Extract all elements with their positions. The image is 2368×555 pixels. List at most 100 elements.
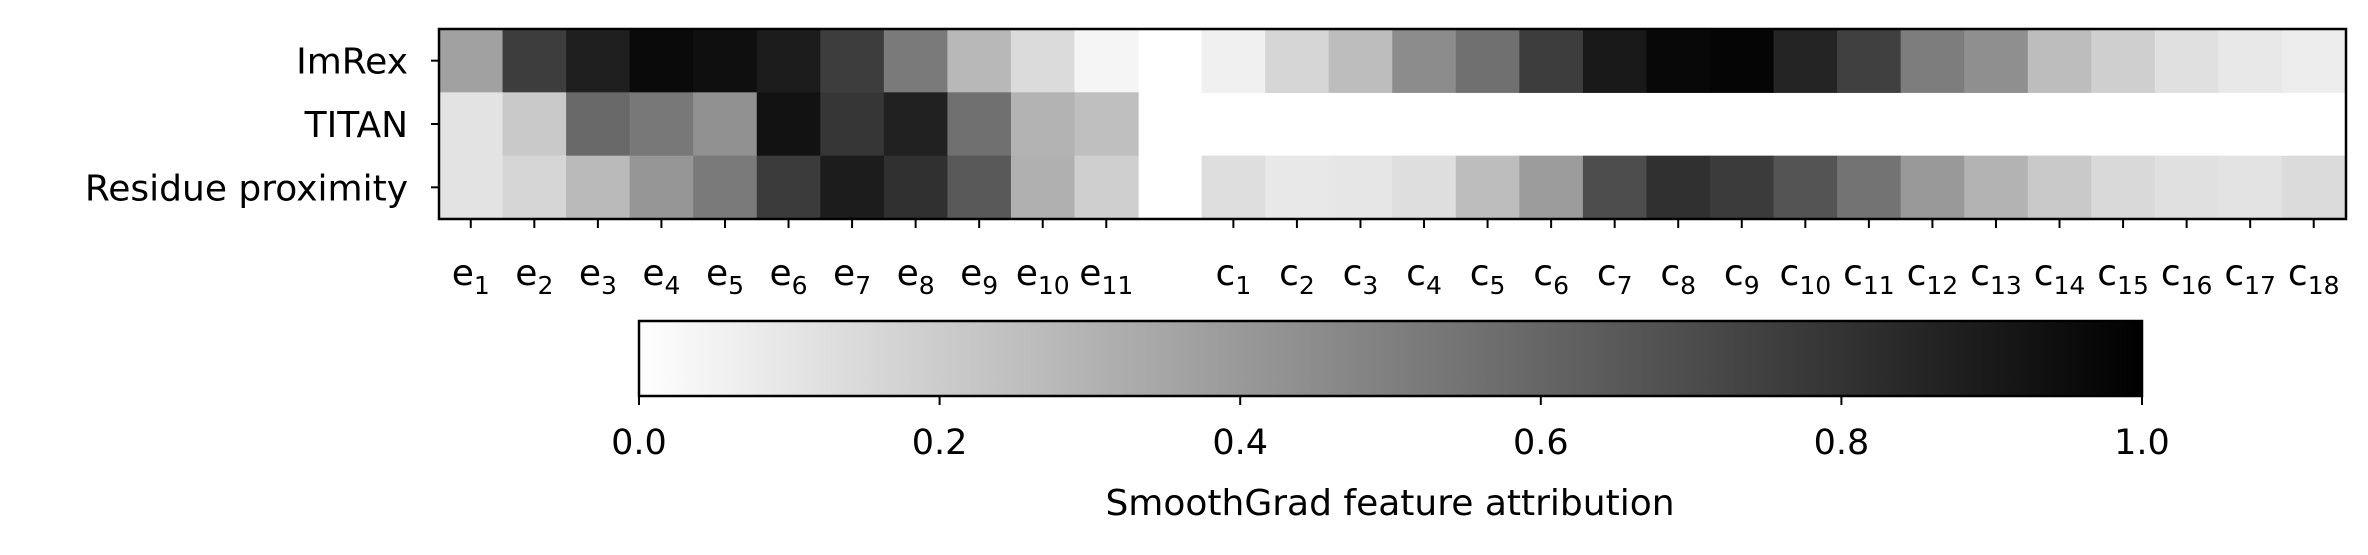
heatmap-cell [820, 155, 885, 220]
heatmap-cell [439, 29, 504, 93]
heatmap-cell [1392, 29, 1457, 93]
heatmap-cell [1837, 29, 1902, 93]
x-tick-label: c16 [2161, 253, 2213, 300]
heatmap-cell [1201, 155, 1266, 220]
heatmap-cell [883, 155, 948, 220]
heatmap-cell [566, 29, 631, 93]
heatmap-cell [439, 92, 504, 157]
heatmap-cell [2218, 155, 2283, 220]
heatmap-cell [1900, 29, 1965, 93]
heatmap-cell [1582, 155, 1648, 220]
x-tick-label: e8 [897, 253, 935, 300]
heatmap-cell [1455, 29, 1520, 93]
x-tick-label: e10 [1016, 253, 1070, 300]
heatmap-cell [883, 92, 948, 157]
x-tick-label: c8 [1660, 253, 1696, 300]
heatmap-cell [629, 29, 694, 93]
heatmap-cell [820, 92, 885, 157]
x-tick-label: e2 [515, 253, 553, 300]
colorbar-tick-label: 0.8 [1814, 423, 1870, 463]
x-tick-label: c2 [1279, 253, 1315, 300]
heatmap-cell [2027, 29, 2092, 93]
heatmap-cell [756, 29, 821, 93]
heatmap-cell [629, 92, 694, 157]
heatmap-cell [2281, 155, 2347, 220]
x-tick-label: c9 [1724, 253, 1760, 300]
heatmap-cell [2091, 29, 2156, 93]
heatmap-cell [502, 29, 567, 93]
heatmap-cell [1964, 29, 2029, 93]
x-tick-label: c4 [1406, 253, 1442, 300]
heatmap-cell [947, 92, 1012, 157]
x-tick-label: e6 [769, 253, 807, 300]
heatmap-cell [2027, 155, 2092, 220]
x-tick-label: c14 [2034, 253, 2086, 300]
heatmap-cell [566, 155, 631, 220]
heatmap-cell [1646, 29, 1711, 93]
colorbar-tick-label: 1.0 [2114, 423, 2170, 463]
heatmap-cell [756, 155, 821, 220]
colorbar-tick-label: 0.4 [1212, 423, 1268, 463]
heatmap-cell [1837, 155, 1902, 220]
x-tick-label: c11 [1843, 253, 1895, 300]
x-tick-labels: e1 e2 e3 e4 e5 e6 e7 e8 e9 e10 e11 c1 c2 c3 c4 c5 c6 c7 c8… [452, 218, 2340, 300]
heatmap-cell [502, 155, 567, 220]
x-tick-label: c6 [1533, 253, 1569, 300]
x-tick-label: e9 [960, 253, 998, 300]
heatmap-cells [439, 29, 2347, 220]
heatmap-cell [1519, 155, 1584, 220]
x-tick-label: e7 [833, 253, 871, 300]
heatmap-cell [947, 155, 1012, 220]
x-tick-label: e1 [452, 253, 490, 300]
heatmap-cell [1010, 29, 1076, 93]
heatmap-cell [756, 92, 821, 157]
heatmap-cell [1964, 155, 2029, 220]
heatmap-cell [820, 29, 885, 93]
heatmap-cell [1201, 29, 1266, 93]
heatmap-cell [1519, 29, 1584, 93]
colorbar-tick-label: 0.2 [912, 423, 968, 463]
heatmap-cell [883, 29, 948, 93]
heatmap-cell [1328, 155, 1393, 220]
heatmap-cell [947, 29, 1012, 93]
row-label: Residue proximity [85, 168, 408, 209]
colorbar-gradient [637, 319, 2144, 398]
x-tick-label: c15 [2097, 253, 2149, 300]
x-tick-label: c17 [2224, 253, 2276, 300]
x-tick-label: e4 [642, 253, 680, 300]
heatmap-cell [1455, 155, 1520, 220]
heatmap-cell [1328, 29, 1393, 93]
row-label: ImRex [296, 42, 408, 83]
heatmap-cell [1074, 155, 1139, 220]
x-tick-label: c18 [2288, 253, 2340, 300]
colorbar-tick-label: 0.6 [1513, 423, 1569, 463]
heatmap-cell [1010, 92, 1076, 157]
heatmap-cell [566, 92, 631, 157]
heatmap-cell [1646, 155, 1711, 220]
x-tick-label: e5 [706, 253, 744, 300]
heatmap-cell [439, 155, 504, 220]
heatmap-cell [693, 155, 758, 220]
x-tick-label: c10 [1780, 253, 1832, 300]
row-label: TITAN [304, 105, 408, 146]
x-tick-label: c7 [1597, 253, 1633, 300]
heatmap-cell [693, 92, 758, 157]
row-labels: ImRex TITAN Residue proximity [85, 42, 439, 209]
heatmap-cell [2218, 29, 2283, 93]
heatmap-cell [1265, 155, 1330, 220]
heatmap-cell [1710, 155, 1775, 220]
heatmap-cell [1773, 29, 1838, 93]
heatmap-cell [2154, 29, 2219, 93]
heatmap-cell [1582, 29, 1648, 93]
heatmap-cell [502, 92, 567, 157]
colorbar-tick-label: 0.0 [611, 423, 667, 463]
colorbar: 0.0 0.2 0.4 0.6 0.8 1.0 SmoothGrad feature at… [611, 319, 2170, 524]
heatmap-cell [1074, 92, 1139, 157]
heatmap-cell [2154, 155, 2219, 220]
x-tick-label: c5 [1470, 253, 1506, 300]
heatmap-cell [1010, 155, 1076, 220]
heatmap-cell [2091, 155, 2156, 220]
x-tick-label: e3 [579, 253, 617, 300]
x-tick-label: c3 [1343, 253, 1379, 300]
